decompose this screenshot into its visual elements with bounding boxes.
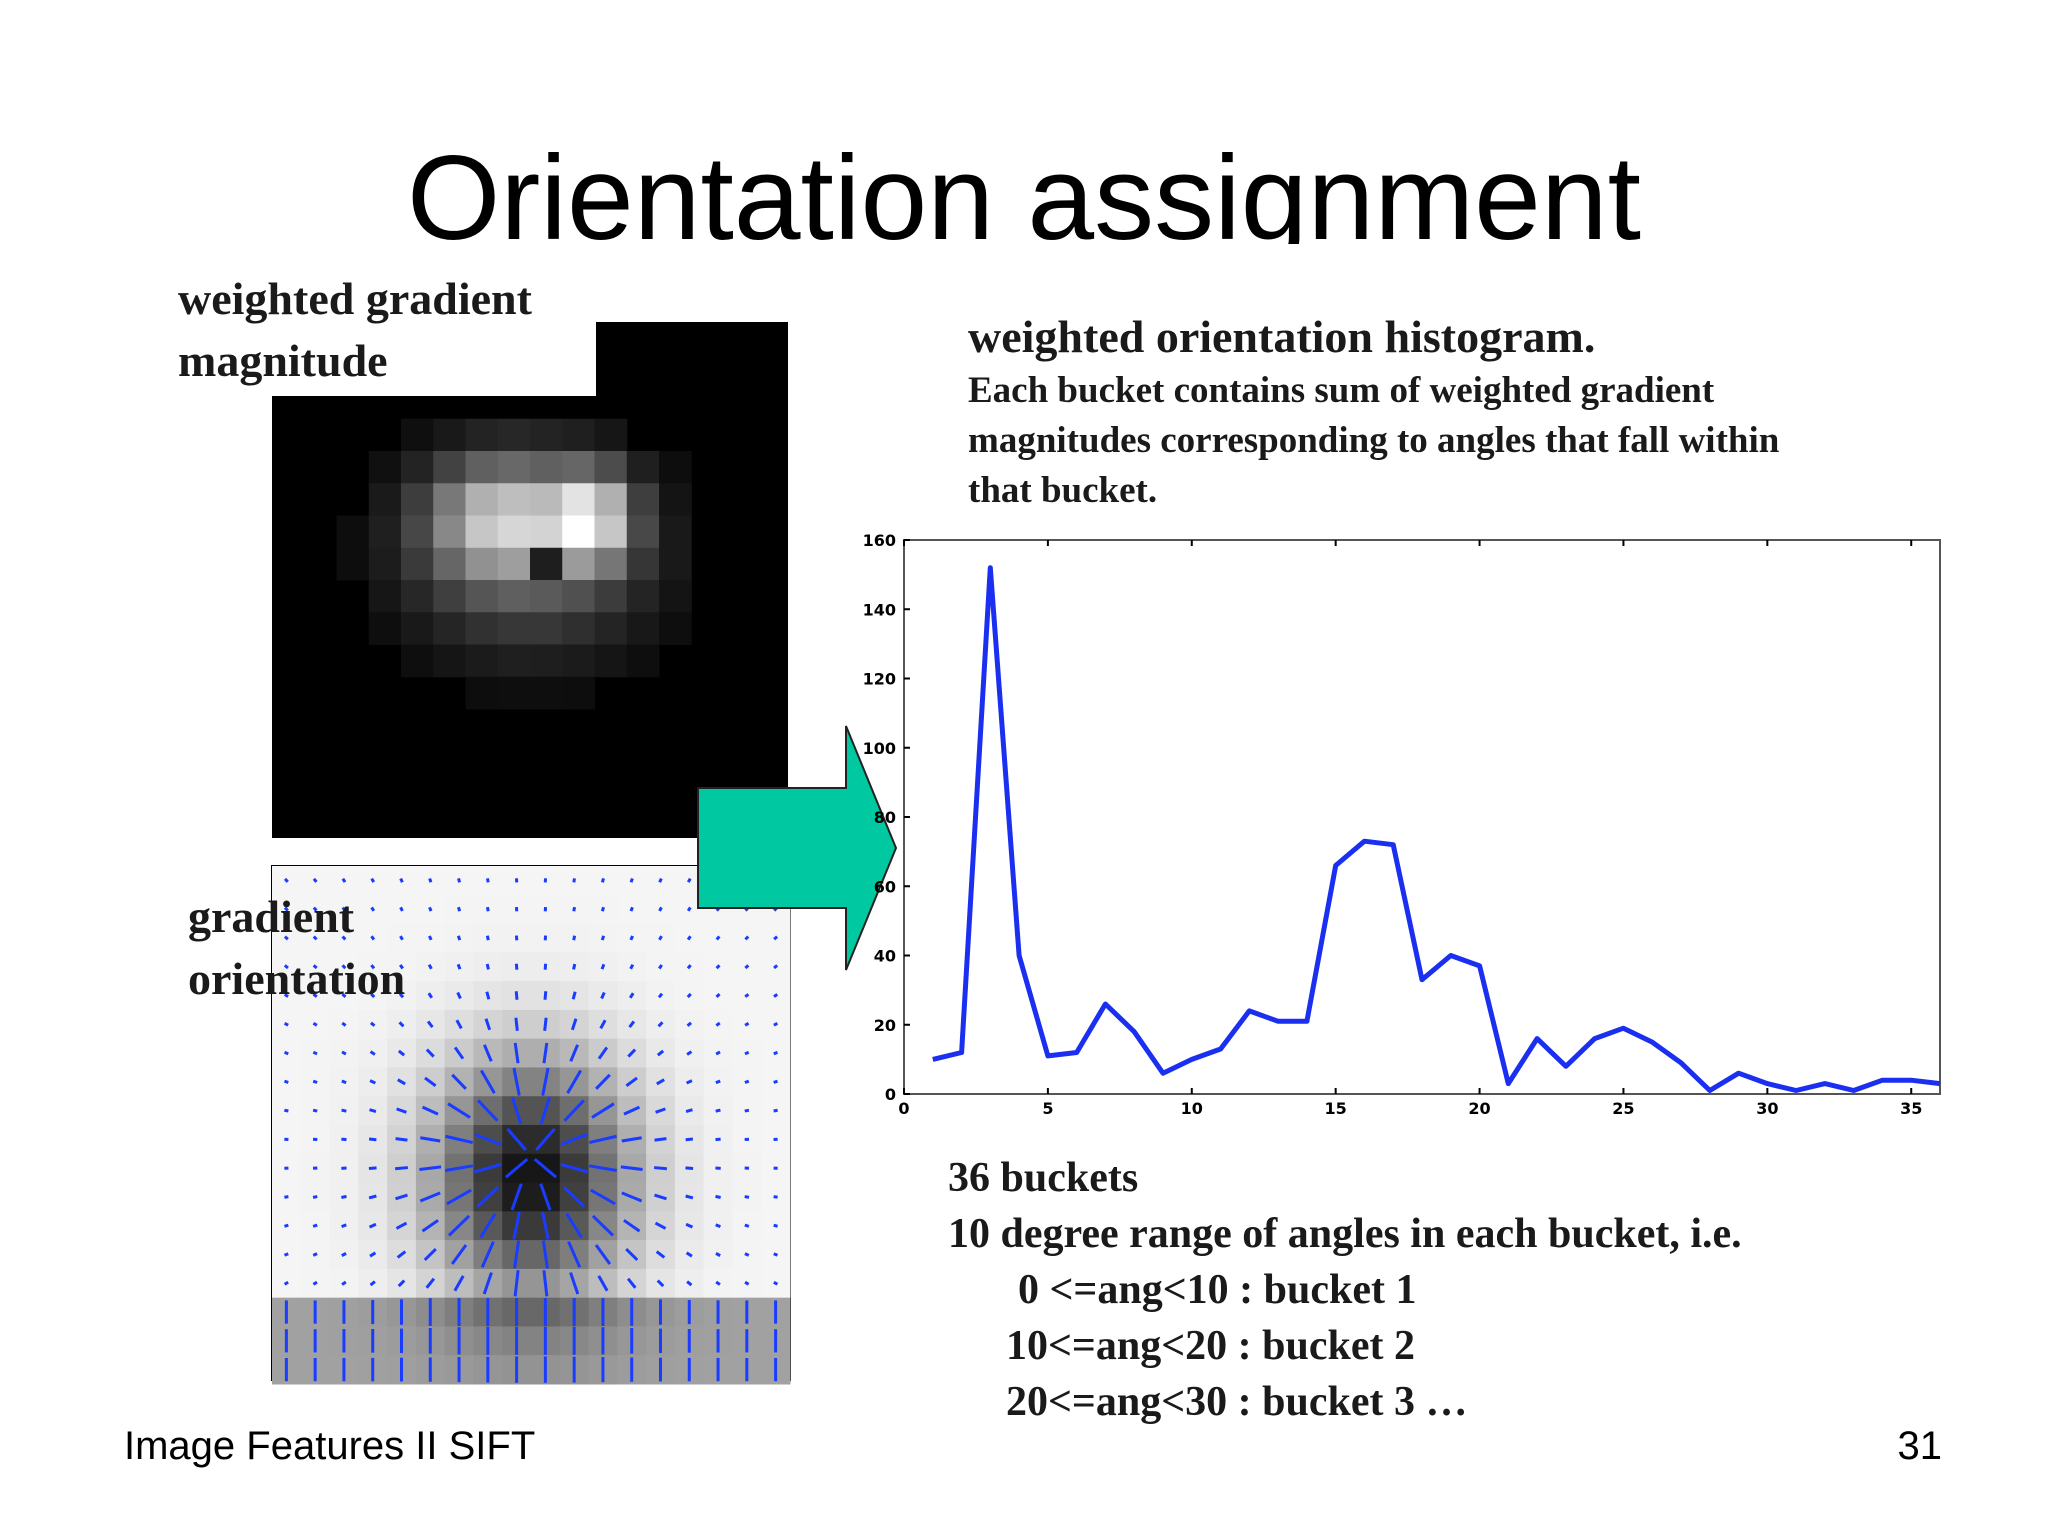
histogram-series-line bbox=[932, 565, 1941, 1093]
y-tick-label: 140 bbox=[863, 600, 896, 619]
y-tick-label: 0 bbox=[885, 1085, 896, 1104]
histogram-description-line2: magnitudes corresponding to angles that … bbox=[968, 420, 1780, 461]
y-tick-label: 120 bbox=[863, 670, 896, 689]
histogram-title: weighted orientation histogram. bbox=[968, 311, 1596, 362]
x-tick-label: 10 bbox=[1181, 1099, 1203, 1118]
magnitude-label-line1: weighted gradient bbox=[178, 273, 532, 324]
histogram-description-line3: that bucket. bbox=[968, 470, 1158, 511]
footer-text: Image Features II SIFT bbox=[124, 1424, 536, 1468]
x-tick-label: 35 bbox=[1900, 1099, 1922, 1118]
notes-line3: 0 <=ang<10 : bucket 1 bbox=[1018, 1267, 1417, 1313]
orientation-label-line1: gradient bbox=[188, 891, 355, 942]
notes-line4: 10<=ang<20 : bucket 2 bbox=[1006, 1323, 1415, 1369]
x-tick-label: 0 bbox=[898, 1099, 909, 1118]
page-number: 31 bbox=[1897, 1424, 1943, 1468]
histogram-description: Each bucket contains sum of weighted gra… bbox=[968, 366, 1908, 516]
chart-frame bbox=[903, 539, 1941, 1095]
y-tick-label: 100 bbox=[863, 739, 896, 758]
magnitude-label: weighted gradient magnitude bbox=[178, 268, 532, 392]
x-tick-label: 15 bbox=[1325, 1099, 1347, 1118]
histogram-description-line1: Each bucket contains sum of weighted gra… bbox=[968, 370, 1715, 411]
x-tick-label: 25 bbox=[1612, 1099, 1634, 1118]
magnitude-label-line2: magnitude bbox=[178, 335, 388, 386]
y-tick-label: 160 bbox=[863, 531, 896, 550]
orientation-label: gradient orientation bbox=[188, 886, 405, 1010]
x-tick-label: 30 bbox=[1756, 1099, 1778, 1118]
right-arrow-icon bbox=[697, 725, 898, 971]
bucket-notes: 36 buckets 10 degree range of angles in … bbox=[948, 1150, 1742, 1430]
notes-line2: 10 degree range of angles in each bucket… bbox=[948, 1211, 1742, 1257]
notes-line1: 36 buckets bbox=[948, 1155, 1139, 1201]
y-tick-label: 60 bbox=[874, 877, 896, 896]
y-tick-label: 20 bbox=[874, 1016, 896, 1035]
notes-line5: 20<=ang<30 : bucket 3 … bbox=[1006, 1379, 1468, 1425]
slide-title: Orientation assignment bbox=[407, 131, 1641, 244]
gradient-magnitude-image bbox=[272, 322, 788, 838]
y-tick-label: 80 bbox=[874, 808, 896, 827]
orientation-label-line2: orientation bbox=[188, 953, 406, 1004]
x-tick-label: 20 bbox=[1468, 1099, 1490, 1118]
gradient-orientation-image bbox=[271, 865, 791, 1385]
x-tick-label: 5 bbox=[1042, 1099, 1053, 1118]
y-tick-label: 40 bbox=[874, 947, 896, 966]
